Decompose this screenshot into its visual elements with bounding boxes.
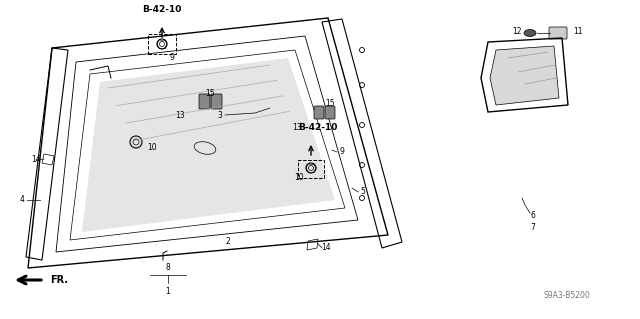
Text: 13: 13 xyxy=(175,110,185,120)
Text: 3: 3 xyxy=(218,110,223,120)
Text: 5: 5 xyxy=(360,188,365,197)
FancyBboxPatch shape xyxy=(211,94,222,109)
Polygon shape xyxy=(490,46,559,105)
FancyBboxPatch shape xyxy=(549,27,567,39)
FancyBboxPatch shape xyxy=(314,106,324,119)
Text: 8: 8 xyxy=(166,263,170,272)
FancyBboxPatch shape xyxy=(325,106,335,119)
Text: 9: 9 xyxy=(340,147,344,157)
Text: 12: 12 xyxy=(512,27,522,36)
Text: FR.: FR. xyxy=(50,275,68,285)
Text: 13: 13 xyxy=(292,123,302,132)
Text: 10: 10 xyxy=(147,144,157,152)
Text: 9: 9 xyxy=(170,53,175,62)
Text: 1: 1 xyxy=(166,287,170,296)
Text: 6: 6 xyxy=(531,211,536,219)
Text: S9A3-B5200: S9A3-B5200 xyxy=(543,291,590,300)
Text: 4: 4 xyxy=(20,196,24,204)
Ellipse shape xyxy=(524,29,536,36)
Polygon shape xyxy=(82,58,335,232)
Text: 14: 14 xyxy=(321,243,331,253)
Text: 14: 14 xyxy=(31,155,41,165)
FancyBboxPatch shape xyxy=(199,94,210,109)
Text: 7: 7 xyxy=(531,224,536,233)
Text: B-42-10: B-42-10 xyxy=(142,5,182,14)
Text: 15: 15 xyxy=(205,88,215,98)
Text: 11: 11 xyxy=(573,27,583,36)
Text: 2: 2 xyxy=(226,238,230,247)
Text: B-42-10: B-42-10 xyxy=(298,123,338,132)
Text: 15: 15 xyxy=(325,99,335,108)
Text: 10: 10 xyxy=(294,174,304,182)
